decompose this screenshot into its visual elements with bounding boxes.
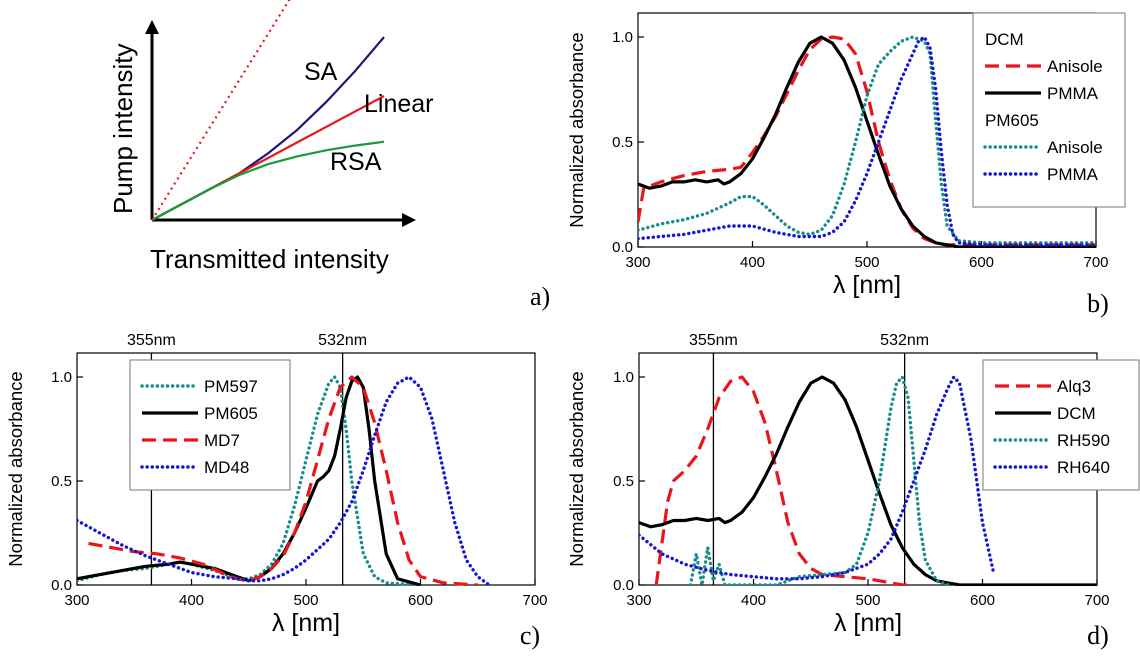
panel-d-legend-label: Alq3 bbox=[1057, 377, 1091, 396]
panel-d-legend-label: RH640 bbox=[1057, 458, 1110, 477]
panel-c-ytick-label: 1.0 bbox=[51, 369, 72, 386]
panel-d-legend bbox=[982, 359, 1140, 491]
panel-d-xtick-label: 400 bbox=[741, 592, 766, 609]
panel-b-y-label: Normalized absorbance bbox=[566, 32, 587, 227]
panel-d-legend-label: DCM bbox=[1057, 404, 1096, 423]
panel-d-legend-label: RH590 bbox=[1057, 431, 1110, 450]
panel-a-x-arrow bbox=[402, 213, 416, 227]
panel-b-legend-label: Anisole bbox=[1047, 57, 1103, 76]
panel-c-legend-label: MD7 bbox=[204, 431, 240, 450]
panel-d-xtick-label: 300 bbox=[626, 592, 651, 609]
panel-c-y-label: Normalized absorbance bbox=[5, 371, 26, 566]
panel-d-vline-label: 532nm bbox=[880, 332, 929, 349]
panel-d-xtick-label: 700 bbox=[1084, 592, 1109, 609]
panel-c-ytick-label: 0.5 bbox=[51, 473, 72, 490]
panel-c-x-label: λ [nm] bbox=[272, 609, 340, 637]
panel-d-ytick-label: 1.0 bbox=[613, 369, 634, 386]
panel-c-xtick-label: 400 bbox=[179, 592, 204, 609]
panel-a-curve-reference bbox=[151, 0, 291, 221]
panel-c-series-MD48 bbox=[77, 375, 491, 586]
panel-b-xtick-label: 600 bbox=[969, 254, 994, 271]
panel-b-legend-group: DCM bbox=[985, 30, 1024, 49]
panel-a-curve-sa bbox=[151, 36, 385, 221]
panel-b-legend-group: PM605 bbox=[985, 111, 1039, 130]
panel-b-legend bbox=[972, 12, 1126, 208]
panel-c-xtick-label: 700 bbox=[522, 592, 547, 609]
panel-c: 300 400 500 600 700 0.0 0.5 1.0 355nm 532nm λ [nm]… bbox=[5, 332, 548, 650]
panel-d: 300 400 500 600 700 0.0 0.5 1.0 355nm 532nm λ [nm]… bbox=[566, 332, 1140, 650]
panel-b-tag: b) bbox=[1087, 289, 1109, 318]
panel-b-legend-label: PMMA bbox=[1047, 84, 1099, 103]
panel-b-series-DCM-Anisole bbox=[638, 35, 1096, 247]
panel-a: SA Linear RSA Pump intensity Transmitted… bbox=[108, 0, 550, 311]
panel-a-tag: a) bbox=[530, 282, 550, 311]
panel-d-series-RH640 bbox=[639, 375, 996, 581]
panel-d-series-DCM bbox=[639, 375, 1097, 586]
panel-b-x-label: λ [nm] bbox=[833, 271, 901, 299]
panel-b-series-PM605-Anisole bbox=[638, 35, 1096, 245]
panel-a-curves bbox=[151, 0, 385, 221]
panel-b-xtick-label: 700 bbox=[1083, 254, 1108, 271]
panel-c-xtick-label: 300 bbox=[64, 592, 89, 609]
panel-d-series-Alq3 bbox=[654, 375, 914, 586]
panel-b-series-PM605-PMMA bbox=[638, 35, 1096, 247]
panel-a-y-label: Pump intensity bbox=[108, 43, 138, 214]
panel-c-xtick-label: 600 bbox=[408, 592, 433, 609]
panel-d-vline-label: 355nm bbox=[689, 332, 738, 349]
panel-c-ytick-label: 0.0 bbox=[51, 577, 72, 594]
panel-a-x-label: Transmitted intensity bbox=[150, 244, 389, 274]
panel-b-ytick-label: 1.0 bbox=[612, 29, 633, 46]
panel-d-xtick-label: 500 bbox=[855, 592, 880, 609]
panel-c-vline-label: 532nm bbox=[318, 332, 367, 349]
panel-a-y-arrow bbox=[145, 20, 159, 34]
panel-c-legend-label: PM597 bbox=[204, 377, 258, 396]
panel-d-y-label: Normalized absorbance bbox=[566, 371, 587, 566]
panel-c-legend-label: PM605 bbox=[204, 404, 258, 423]
panel-b-legend-label: PMMA bbox=[1047, 165, 1099, 184]
panel-d-x-label: λ [nm] bbox=[834, 609, 902, 637]
panel-b-xtick-label: 300 bbox=[625, 254, 650, 271]
panel-b: 300 400 500 600 700 0.0 0.5 1.0 λ [nm] Normalized… bbox=[566, 12, 1126, 318]
panel-a-label-linear: Linear bbox=[364, 90, 434, 118]
panel-c-vline-label: 355nm bbox=[127, 332, 176, 349]
panel-c-series-PM605 bbox=[77, 375, 421, 586]
panel-d-xtick-label: 600 bbox=[970, 592, 995, 609]
panel-c-tag: c) bbox=[520, 621, 540, 650]
panel-a-curve-rsa bbox=[151, 140, 385, 221]
panel-b-series-DCM-PMMA bbox=[638, 35, 1096, 248]
panel-c-series-MD7 bbox=[88, 375, 478, 586]
panel-a-label-sa: SA bbox=[304, 58, 338, 86]
panel-b-xtick-label: 500 bbox=[854, 254, 879, 271]
panel-a-label-rsa: RSA bbox=[330, 148, 382, 176]
panel-c-legend-label: MD48 bbox=[204, 458, 249, 477]
panel-d-series-RH590 bbox=[688, 375, 950, 586]
panel-c-xtick-label: 500 bbox=[293, 592, 318, 609]
panel-b-xtick-label: 400 bbox=[740, 254, 765, 271]
panel-b-ytick-label: 0.5 bbox=[612, 134, 633, 151]
panel-b-legend-label: Anisole bbox=[1047, 138, 1103, 157]
panel-d-ytick-label: 0.0 bbox=[613, 577, 634, 594]
panel-d-ytick-label: 0.5 bbox=[613, 473, 634, 490]
panel-d-tag: d) bbox=[1087, 621, 1109, 650]
panel-b-ytick-label: 0.0 bbox=[612, 239, 633, 256]
